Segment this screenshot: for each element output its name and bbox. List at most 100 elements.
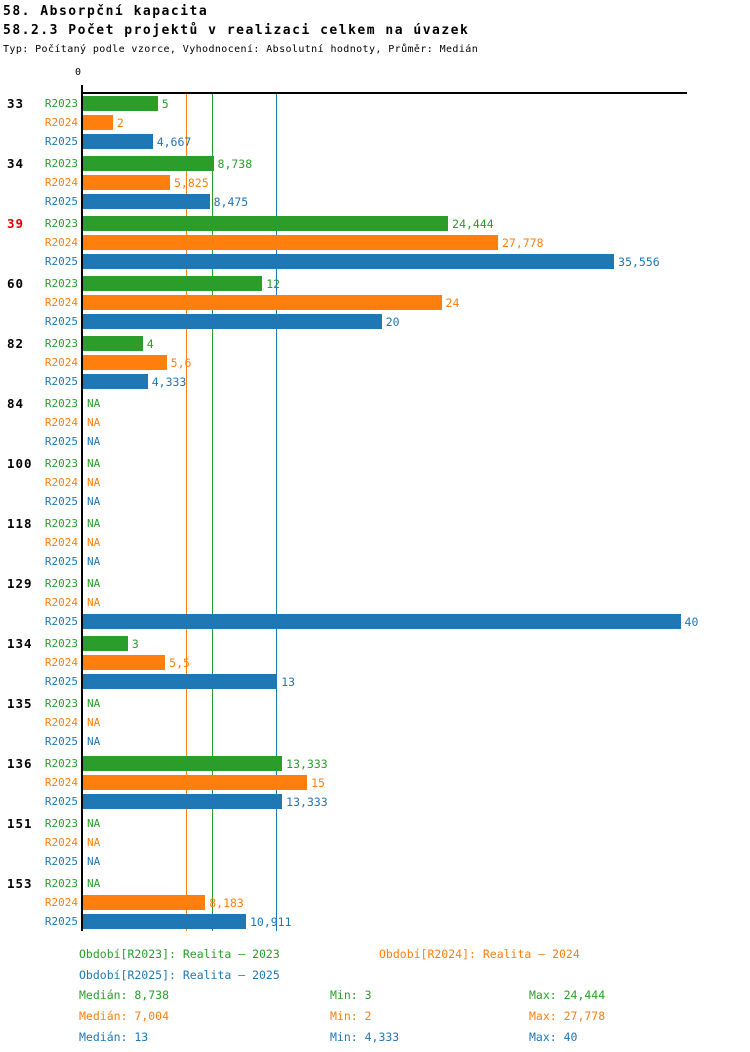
series-label-r2023: R2023 [44,337,78,350]
bar-zone-60-r2024: 24 [83,295,750,310]
bar-row-33-r2025: R2025 4,667 [0,132,750,151]
series-label-r2023: R2023 [44,577,78,590]
median-gridline-r2023 [212,93,214,931]
na-value-label: NA [87,735,101,748]
bar-zone-33-r2024: 2 [83,115,750,130]
x-axis-zero-label: 0 [75,67,82,78]
bar-zone-151-r2023: NA [83,817,750,830]
bar-zone-153-r2023: NA [83,877,750,890]
bar-value-label: 5,5 [169,655,190,670]
bar-zone-135-r2024: NA [83,716,750,729]
bar-zone-84-r2024: NA [83,416,750,429]
series-label-r2024: R2024 [44,236,78,249]
series-label-r2025: R2025 [44,315,78,328]
bar-zone-100-r2025: NA [83,495,750,508]
bar-group-136: 136 R2023 13,333 R2024 15 R2025 13,333 [0,754,750,811]
bar-34-r2023 [83,156,214,171]
series-label-r2024: R2024 [44,716,78,729]
bar-group-151: 151 R2023 NA R2024 NA R2025 NA [0,814,750,871]
bar-zone-39-r2025: 35,556 [83,254,750,269]
bar-zone-118-r2024: NA [83,536,750,549]
bar-zone-39-r2024: 27,778 [83,235,750,250]
bar-row-34-r2025: R2025 8,475 [0,192,750,211]
bar-row-39-r2025: R2025 35,556 [0,252,750,271]
stats-row-r2024: Medián: 7,004 Min: 2 Max: 27,778 [79,1009,605,1030]
group-label-129: 129 [7,576,33,591]
bar-zone-151-r2025: NA [83,855,750,868]
na-value-label: NA [87,517,101,530]
bar-134-r2025 [83,674,278,689]
bar-group-33: 33 R2023 5 R2024 2 R2025 4,667 [0,94,750,151]
stat-min-r2024: Min: 2 [330,1009,372,1023]
bar-value-label: 3 [131,636,139,651]
series-label-r2023: R2023 [44,457,78,470]
bar-zone-82-r2025: 4,333 [83,374,750,389]
bar-row-84-r2024: R2024 NA [0,413,750,432]
bar-row-151-r2025: R2025 NA [0,852,750,871]
series-label-r2023: R2023 [44,517,78,530]
bar-153-r2025 [83,914,246,929]
stat-max-r2024: Max: 27,778 [529,1009,606,1023]
bar-zone-100-r2023: NA [83,457,750,470]
series-label-r2024: R2024 [44,416,78,429]
bar-group-82: 82 R2023 4 R2024 5,6 R2025 4,333 [0,334,750,391]
bar-zone-100-r2024: NA [83,476,750,489]
bar-60-r2023 [83,276,263,291]
bar-row-60-r2024: R2024 24 [0,293,750,312]
bar-row-82-r2025: R2025 4,333 [0,372,750,391]
bar-row-129-r2023: 129 R2023 NA [0,574,750,593]
bar-value-label: 5,825 [174,175,209,190]
legend-stats: Medián: 8,738 Min: 3 Max: 24,444 Medián: 7,… [79,988,605,1051]
bar-row-60-r2025: R2025 20 [0,312,750,331]
stat-median-r2023: Medián: 8,738 [79,988,170,1002]
bar-row-151-r2024: R2024 NA [0,833,750,852]
bar-group-118: 118 R2023 NA R2024 NA R2025 NA [0,514,750,571]
bar-row-134-r2025: R2025 13 [0,672,750,691]
bar-value-label: 8,738 [217,156,253,171]
bar-34-r2025 [83,194,210,209]
bar-zone-60-r2023: 12 [83,276,750,291]
bar-row-151-r2023: 151 R2023 NA [0,814,750,833]
series-label-r2025: R2025 [44,435,78,448]
bar-value-label: 8,183 [209,895,244,910]
bar-129-r2025 [83,614,681,629]
series-label-r2024: R2024 [44,356,78,369]
bar-39-r2023 [83,216,449,231]
bar-82-r2024 [83,355,167,370]
group-label-151: 151 [7,816,33,831]
bar-zone-135-r2025: NA [83,735,750,748]
series-label-r2024: R2024 [44,296,78,309]
bar-row-136-r2024: R2024 15 [0,773,750,792]
bar-row-82-r2023: 82 R2023 4 [0,334,750,353]
series-label-r2025: R2025 [44,375,78,388]
bar-zone-151-r2024: NA [83,836,750,849]
bar-row-34-r2024: R2024 5,825 [0,173,750,192]
na-value-label: NA [87,457,101,470]
bar-zone-39-r2023: 24,444 [83,216,750,231]
series-label-r2023: R2023 [44,397,78,410]
bar-value-label: 13,333 [286,756,328,771]
series-label-r2024: R2024 [44,176,78,189]
bar-row-129-r2024: R2024 NA [0,593,750,612]
legend-item-r2025: Období[R2025]: Realita – 2025 [79,968,280,982]
bar-row-100-r2024: R2024 NA [0,473,750,492]
bar-group-153: 153 R2023 NA R2024 8,183 R2025 10,911 [0,874,750,931]
bar-value-label: 2 [116,115,124,130]
bar-row-136-r2025: R2025 13,333 [0,792,750,811]
bar-value-label: 27,778 [501,235,544,250]
bar-zone-129-r2024: NA [83,596,750,609]
series-label-r2023: R2023 [44,97,78,110]
series-label-r2024: R2024 [44,836,78,849]
bar-group-39: 39 R2023 24,444 R2024 27,778 R2025 35,556 [0,214,750,271]
series-label-r2025: R2025 [44,615,78,628]
bar-value-label: 8,475 [213,194,249,209]
bar-row-153-r2025: R2025 10,911 [0,912,750,931]
legend-item-r2023: Období[R2023]: Realita – 2023 [79,947,280,961]
bar-value-label: 5,6 [170,355,192,370]
median-gridline-r2024 [186,93,188,931]
bar-value-label: 10,911 [249,914,292,929]
bar-groups-container: 33 R2023 5 R2024 2 R2025 4,667 34 R2023 8,738 R202… [0,94,750,934]
na-value-label: NA [87,536,101,549]
series-label-r2024: R2024 [44,116,78,129]
